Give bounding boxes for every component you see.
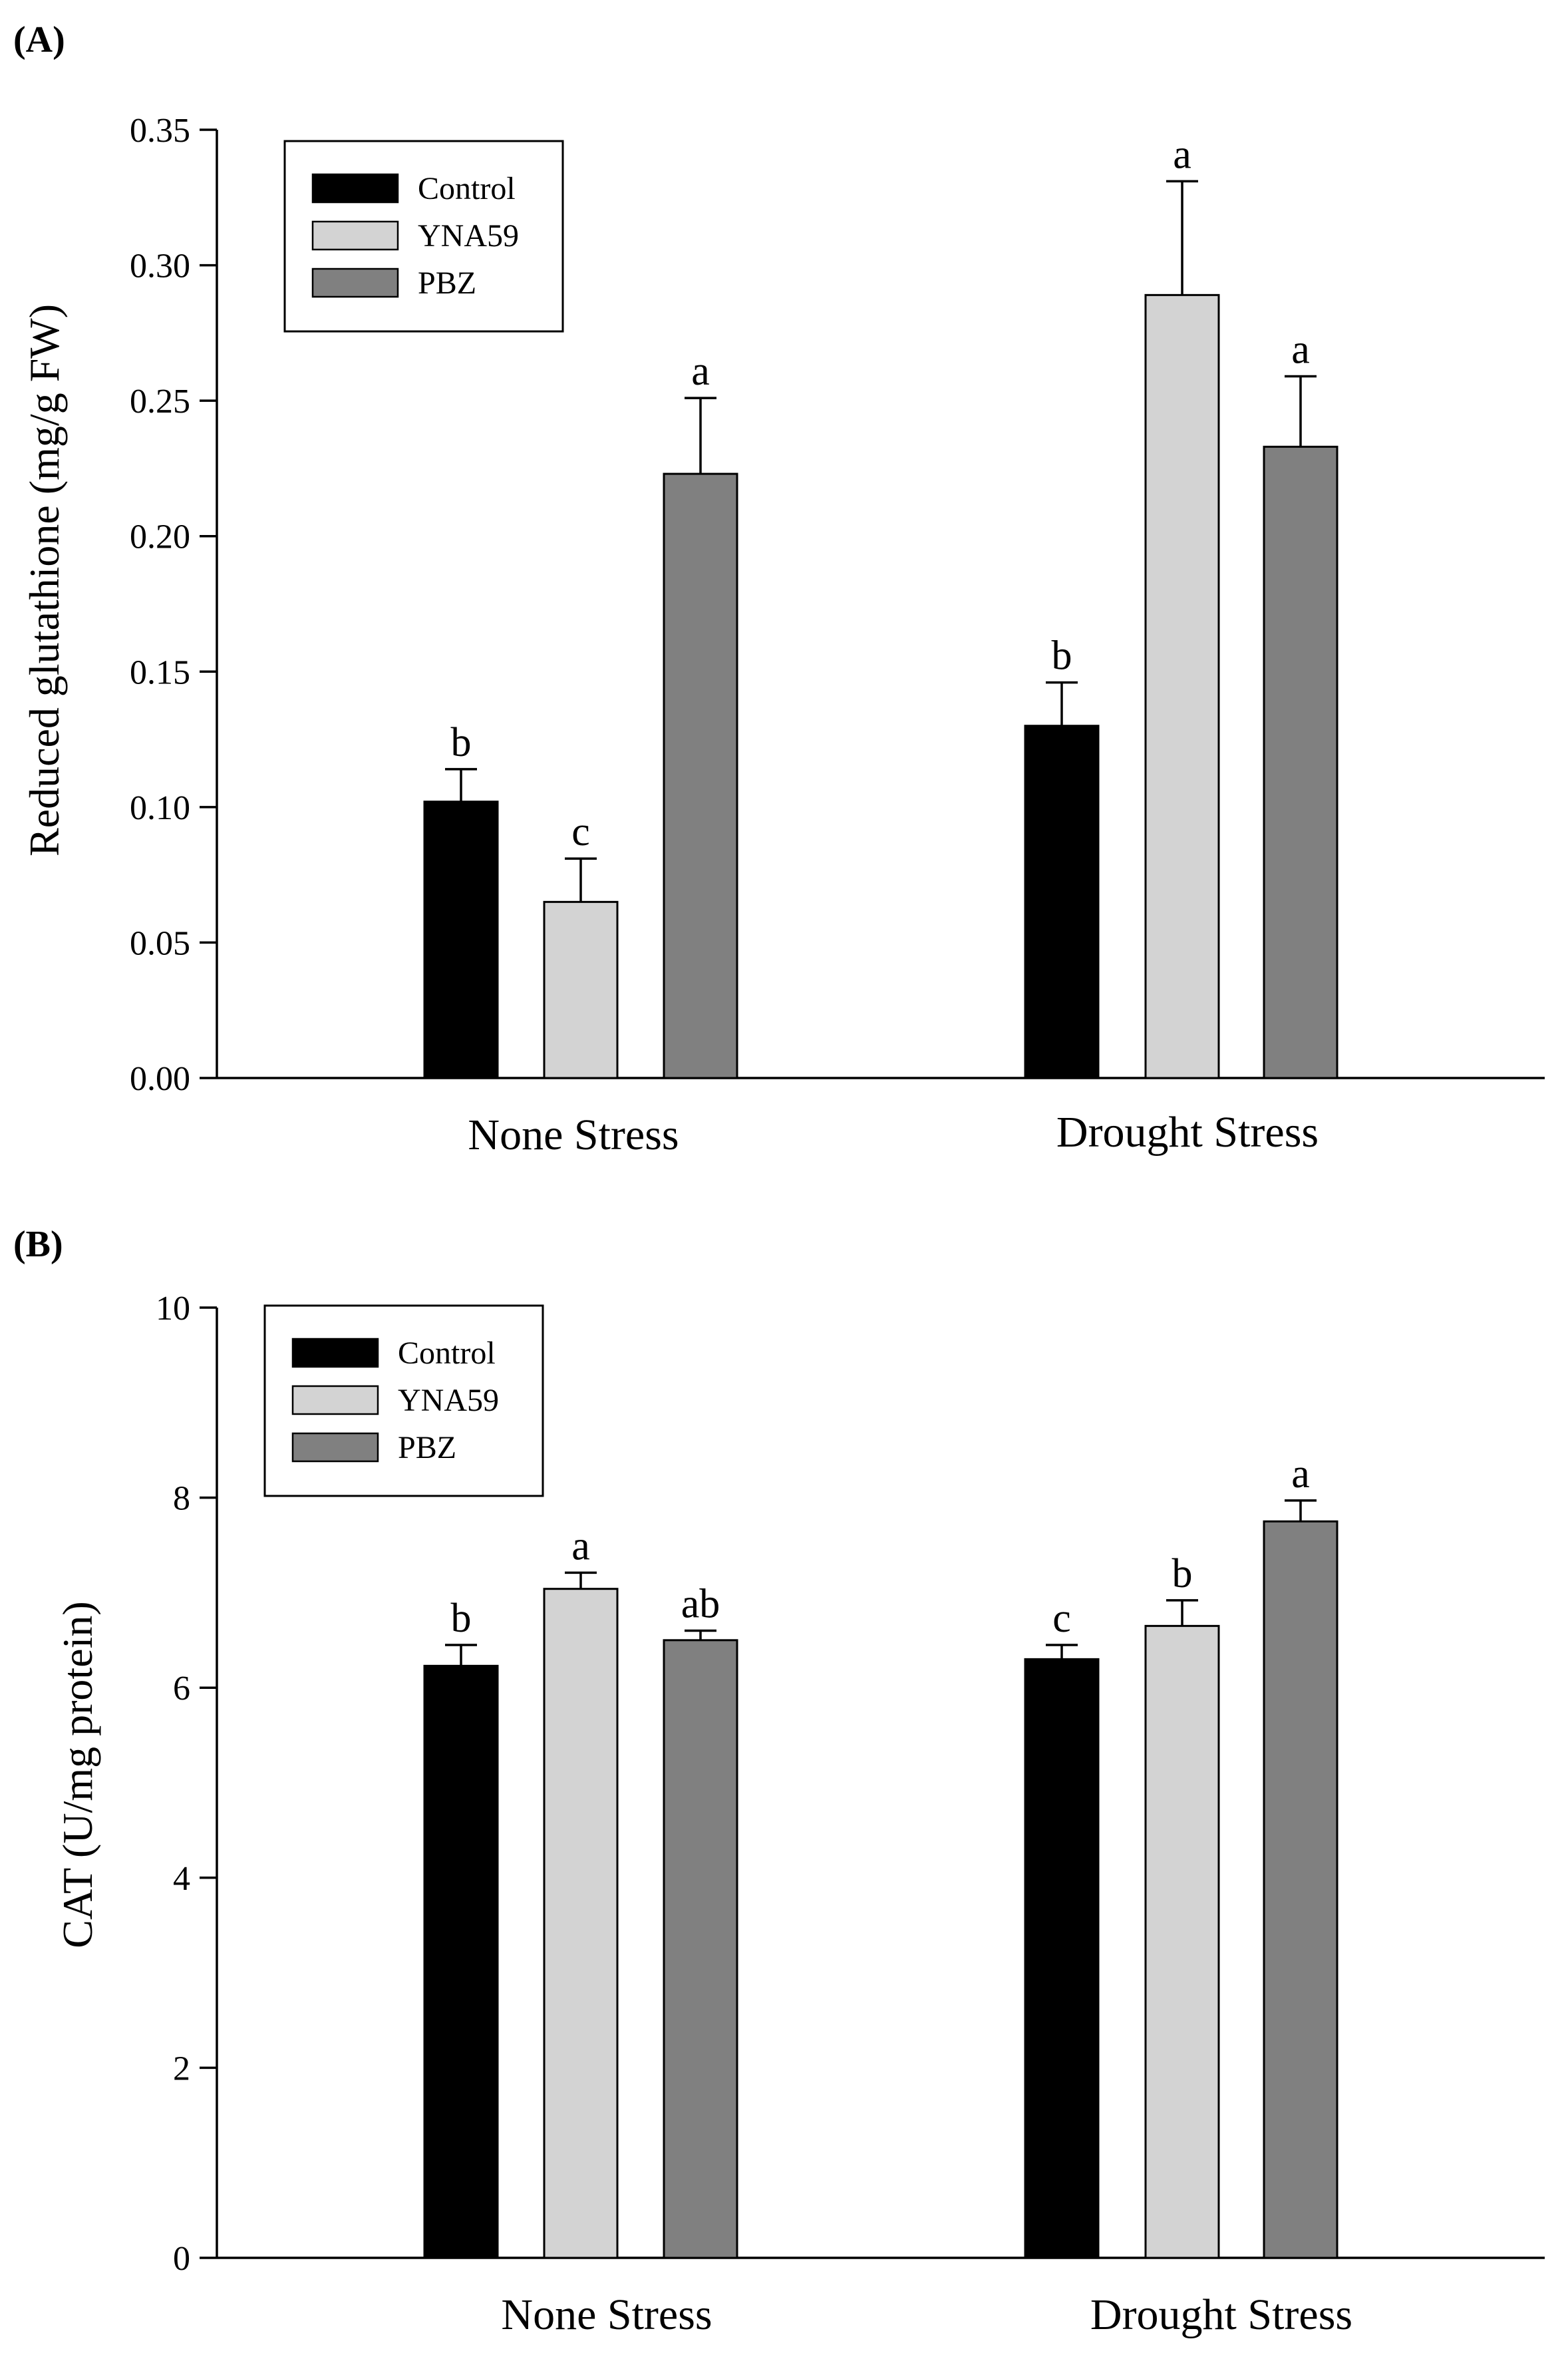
legend-swatch-pbz <box>291 1432 379 1463</box>
y-tick-label: 10 <box>156 1290 190 1328</box>
bar-pbz <box>663 1639 738 2259</box>
significance-letter: a <box>1291 327 1310 373</box>
panel-a-category-label: None Stress <box>468 1111 679 1159</box>
y-tick-label: 0.25 <box>130 383 190 421</box>
panel-b-category-label: Drought Stress <box>1090 2290 1352 2339</box>
y-tick-label: 0.00 <box>130 1060 190 1098</box>
significance-letter: b <box>1052 634 1072 679</box>
y-tick-label: 6 <box>173 1670 190 1708</box>
legend-swatch-yna59 <box>311 220 399 251</box>
y-tick-label: 2 <box>173 2050 190 2087</box>
significance-letter: b <box>451 720 472 765</box>
panel-b-category-labels: None Stress Drought Stress <box>501 2290 1352 2339</box>
significance-letter: c <box>571 809 590 854</box>
significance-letter: b <box>1172 1551 1193 1596</box>
legend-label-control: Control <box>418 171 516 206</box>
panel-a-label: (A) <box>13 19 65 61</box>
bar-yna59 <box>543 900 619 1079</box>
legend-label-yna59: YNA59 <box>418 218 519 254</box>
y-tick-label: 8 <box>173 1480 190 1518</box>
y-tick-label: 0.20 <box>130 518 190 556</box>
y-tick-label: 0.30 <box>130 248 190 285</box>
bar-control <box>423 801 499 1079</box>
panel-b-y-axis-title: CAT (U/mg protein) <box>54 1601 101 1948</box>
y-tick-label: 4 <box>173 1860 190 1898</box>
significance-letter: b <box>451 1596 472 1641</box>
panel-b-label: (B) <box>13 1224 63 1265</box>
panel-a: (A) Reduced glutathione (mg/g FW) 0.000.… <box>13 19 1545 1159</box>
significance-letter: a <box>1173 132 1191 177</box>
bar-pbz <box>663 472 738 1079</box>
significance-letter: a <box>1291 1451 1310 1497</box>
panel-b-bars: b a ab c b a <box>423 1451 1338 2259</box>
panel-a-legend: Control YNA59 PBZ <box>283 140 564 333</box>
bar-yna59 <box>543 1588 619 2259</box>
bar-control <box>1024 1658 1100 2259</box>
legend-label-yna59: YNA59 <box>398 1383 499 1418</box>
y-tick-label: 0.15 <box>130 653 190 691</box>
panel-b-legend: Control YNA59 PBZ <box>263 1304 544 1497</box>
significance-letter: ab <box>681 1582 720 1627</box>
panel-b: (B) CAT (U/mg protein) 0 2 4 6 8 10 b a ab c b a N… <box>13 1224 1545 2339</box>
y-tick-label: 0.05 <box>130 924 190 962</box>
legend-swatch-control <box>311 173 399 204</box>
legend-swatch-yna59 <box>291 1385 379 1415</box>
legend-label-pbz: PBZ <box>398 1430 456 1465</box>
panel-a-category-label: Drought Stress <box>1056 1108 1319 1157</box>
panel-b-y-ticks: 0 2 4 6 8 10 <box>156 1290 217 2278</box>
y-tick-label: 0.10 <box>130 789 190 827</box>
bar-pbz <box>1263 445 1338 1079</box>
legend-label-pbz: PBZ <box>418 266 476 301</box>
significance-letter: a <box>571 1523 590 1568</box>
bar-pbz <box>1263 1520 1338 2259</box>
y-tick-label: 0 <box>173 2240 190 2278</box>
panel-a-y-axis-title: Reduced glutathione (mg/g FW) <box>21 304 68 856</box>
bar-yna59 <box>1144 1624 1220 2259</box>
panel-a-bars: b c a b a a <box>423 132 1338 1079</box>
legend-label-control: Control <box>398 1336 496 1371</box>
legend-swatch-pbz <box>311 268 399 298</box>
bar-yna59 <box>1144 293 1220 1079</box>
bar-control <box>423 1664 499 2259</box>
significance-letter: a <box>691 349 710 394</box>
panel-a-category-labels: None Stress Drought Stress <box>468 1108 1319 1159</box>
legend-swatch-control <box>291 1338 379 1368</box>
panel-b-category-label: None Stress <box>501 2290 712 2339</box>
bar-control <box>1024 725 1100 1079</box>
panel-a-y-ticks: 0.00 0.05 0.10 0.15 0.20 0.25 0.30 0.35 <box>130 112 217 1098</box>
significance-letter: c <box>1052 1596 1071 1641</box>
y-tick-label: 0.35 <box>130 112 190 150</box>
